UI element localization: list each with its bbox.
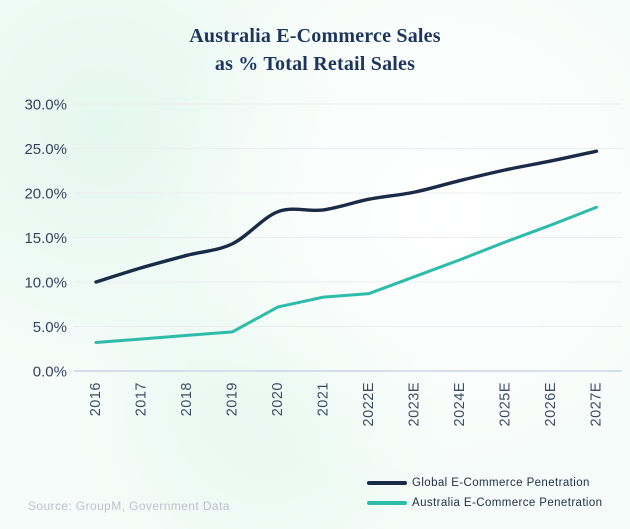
chart-title: Australia E-Commerce Sales as % Total Re… <box>0 22 630 78</box>
y-axis-tick-label: 30.0% <box>24 96 67 113</box>
y-axis-tick-label: 10.0% <box>24 274 67 291</box>
y-axis-tick-label: 20.0% <box>24 185 67 202</box>
legend: Global E-Commerce Penetration Australia … <box>367 477 602 509</box>
chart-title-line-2: as % Total Retail Sales <box>214 53 416 75</box>
series-line-australia <box>94 205 598 345</box>
chart-title-line-1: Australia E-Commerce Sales <box>189 25 441 47</box>
x-axis-tick-label: 2018 <box>179 382 195 416</box>
legend-label-australia: Australia E-Commerce Penetration <box>412 497 603 509</box>
legend-swatch-global-line <box>367 481 407 485</box>
legend-swatch-australia-line <box>367 501 407 505</box>
legend-item-australia: Australia E-Commerce Penetration <box>367 497 602 509</box>
x-axis-tick-label: 2027E <box>589 382 605 426</box>
legend-label-global: Global E-Commerce Penetration <box>412 477 590 489</box>
y-axis-tick-label: 15.0% <box>24 230 67 247</box>
x-axis-tick-label: 2025E <box>498 382 514 426</box>
x-axis-tick-label: 2022E <box>361 382 377 426</box>
x-axis-tick-label: 2024E <box>452 382 468 426</box>
legend-item-global: Global E-Commerce Penetration <box>367 477 602 489</box>
y-axis-tick-label: 5.0% <box>33 319 67 336</box>
x-axis-tick-label: 2021 <box>316 382 332 416</box>
y-axis-tick-label: 0.0% <box>33 363 67 380</box>
x-axis-tick-label: 2019 <box>225 382 241 416</box>
x-axis-tick-label: 2026E <box>543 382 559 426</box>
y-axis-tick-label: 25.0% <box>24 141 67 158</box>
series-line-global <box>94 149 599 284</box>
line-chart-canvas: 30.0% 25.0% 20.0% 15.0% 10.0% 5.0% 0.0% 2016 201… <box>24 96 622 426</box>
x-axis-tick-label: 2020 <box>270 382 286 416</box>
source-note: Source: GroupM, Government Data <box>28 499 230 513</box>
x-axis-tick-label: 2017 <box>134 382 150 416</box>
x-axis-tick-label: 2016 <box>88 382 104 416</box>
x-axis-tick-label: 2023E <box>407 382 423 426</box>
